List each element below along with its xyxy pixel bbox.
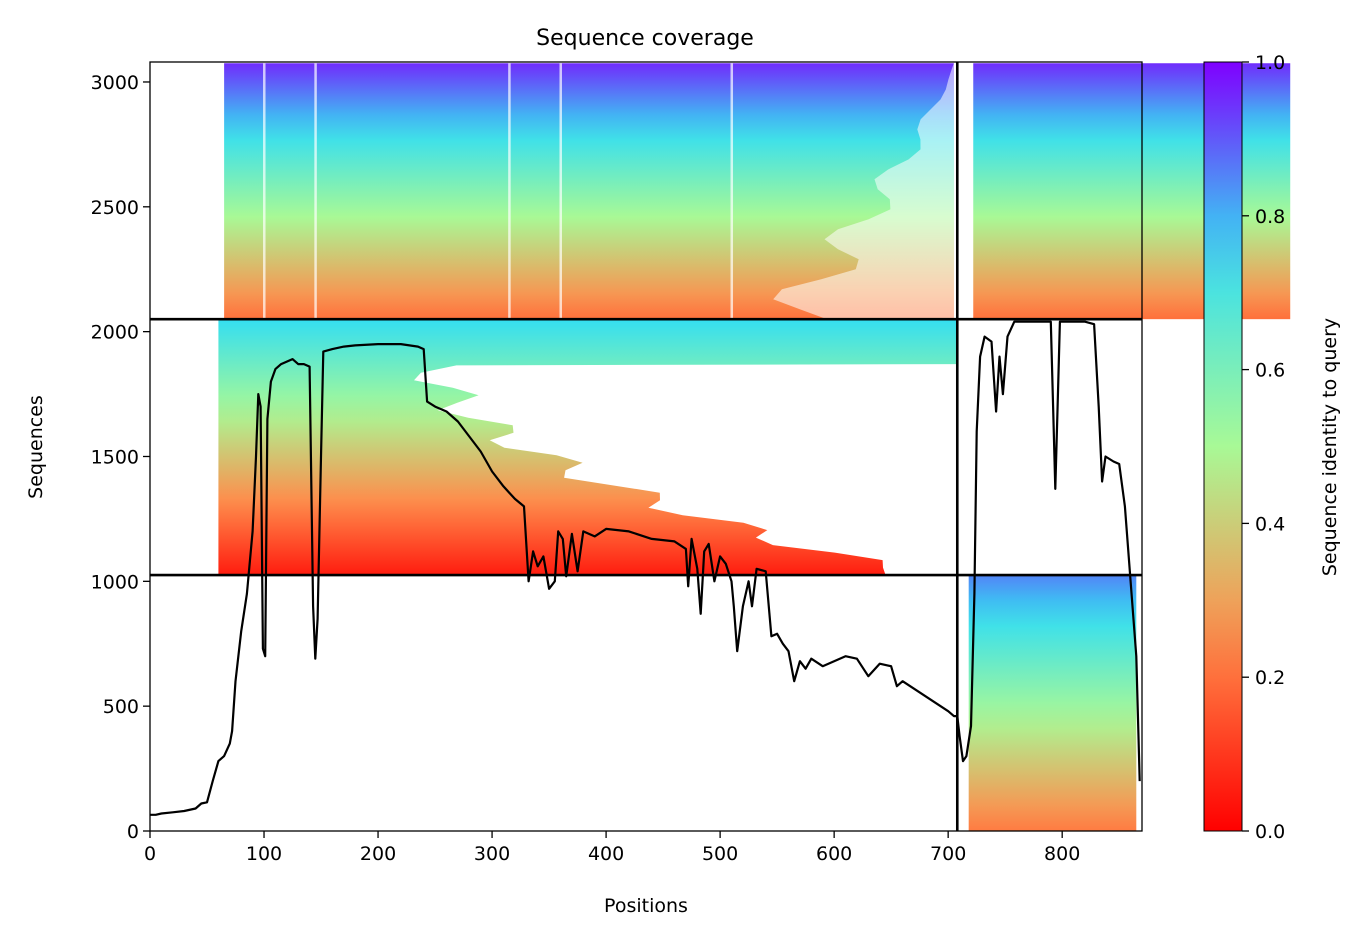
y-axis-ticks: 0 500 1000 1500 2000 2500 3000 [91, 72, 150, 843]
x-tick-label: 500 [702, 843, 738, 865]
x-tick-label: 200 [360, 843, 396, 865]
heatmap-block-bottom-right [968, 575, 1137, 831]
colorbar-tick-label: 0.0 [1255, 821, 1285, 843]
x-axis-label: Positions [604, 895, 688, 917]
colorbar-tick-label: 0.8 [1255, 206, 1285, 228]
y-tick-label: 3000 [91, 72, 139, 94]
heatmap-ragged-edge-middle [218, 364, 958, 576]
coverage-heatmap [218, 63, 1291, 831]
colorbar-gradient [1203, 61, 1243, 832]
colorbar-label: Sequence identity to query [1319, 318, 1341, 576]
x-tick-label: 0 [144, 843, 156, 865]
x-axis-ticks: 0 100 200 300 400 500 600 700 800 [144, 831, 1080, 865]
x-tick-label: 600 [816, 843, 852, 865]
heatmap-gap-column [559, 63, 562, 320]
y-axis-label: Sequences [25, 395, 47, 499]
x-tick-label: 800 [1044, 843, 1080, 865]
block-dividers [150, 62, 1142, 831]
y-tick-label: 1000 [91, 571, 139, 593]
heatmap-ragged-edge-top [773, 63, 954, 320]
x-tick-label: 300 [474, 843, 510, 865]
colorbar-tick-label: 0.6 [1255, 360, 1285, 382]
heatmap-gap-column [730, 63, 734, 320]
heatmap-gap-column [508, 63, 511, 320]
colorbar-tick-label: 1.0 [1255, 52, 1285, 74]
x-tick-label: 700 [930, 843, 966, 865]
y-tick-label: 500 [103, 696, 139, 718]
x-tick-label: 400 [588, 843, 624, 865]
colorbar-tick-label: 0.2 [1255, 667, 1285, 689]
colorbar-ticks: 0.0 0.2 0.4 0.6 0.8 1.0 [1242, 52, 1285, 843]
plot-area [149, 61, 1291, 832]
heatmap-block-top-right [973, 63, 1291, 320]
plot-frame [149, 61, 1143, 832]
y-tick-label: 0 [127, 821, 139, 843]
heatmap-gap-column [314, 63, 317, 320]
y-tick-label: 2000 [91, 322, 139, 344]
y-tick-label: 1500 [91, 446, 139, 468]
colorbar: 0.0 0.2 0.4 0.6 0.8 1.0 Sequence identity to … [1203, 52, 1341, 843]
x-tick-label: 100 [246, 843, 282, 865]
heatmap-gap-column [263, 63, 266, 320]
coverage-line [150, 320, 1141, 816]
chart-title: Sequence coverage [536, 26, 754, 51]
colorbar-tick-label: 0.4 [1255, 513, 1285, 535]
y-tick-label: 2500 [91, 197, 139, 219]
